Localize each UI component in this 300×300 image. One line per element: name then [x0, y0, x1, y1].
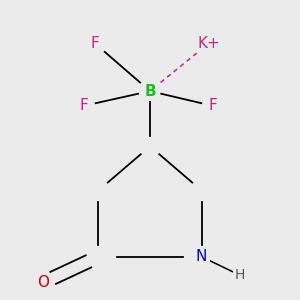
Text: B: B — [144, 84, 156, 99]
Text: F: F — [80, 98, 88, 113]
Text: F: F — [90, 36, 99, 51]
Text: K+: K+ — [197, 36, 220, 51]
Text: O: O — [37, 275, 49, 290]
Text: F: F — [208, 98, 217, 113]
Text: H: H — [235, 268, 245, 282]
Text: N: N — [196, 249, 207, 264]
